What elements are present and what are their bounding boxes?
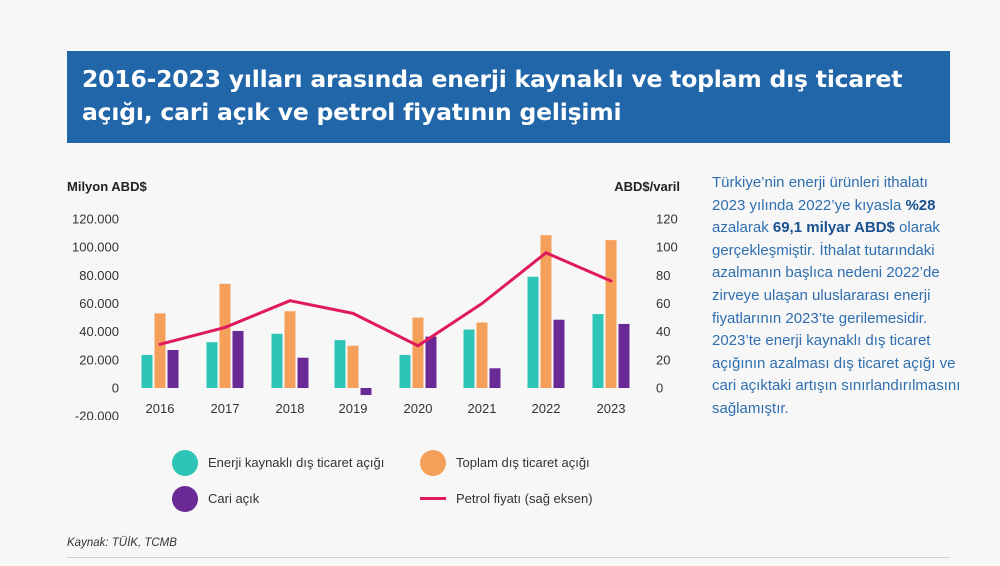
left-tick-label: 0 xyxy=(112,381,119,396)
right-tick-label: 0 xyxy=(656,381,663,396)
bar-current xyxy=(167,349,179,388)
bar-energy xyxy=(399,354,411,388)
left-axis-unit: Milyon ABD$ xyxy=(67,179,147,194)
right-tick-label: 80 xyxy=(656,268,670,283)
left-tick-label: 80.000 xyxy=(79,268,119,283)
bar-current xyxy=(618,323,630,388)
legend-swatch-current xyxy=(172,486,198,512)
legend-label-current: Cari açık xyxy=(208,491,260,506)
legend-label-total: Toplam dış ticaret açığı xyxy=(456,455,590,470)
combo-chart: 120.000 100.000 80.000 60.000 40.000 20.000 0 -… xyxy=(72,212,678,421)
source-note: Kaynak: TÜİK, TCMB xyxy=(67,537,177,549)
bar-current xyxy=(553,319,565,388)
bar-energy xyxy=(463,329,475,388)
x-tick-label: 2019 xyxy=(339,401,368,416)
x-tick-label: 2023 xyxy=(597,401,626,416)
right-tick-label: 100 xyxy=(656,240,678,255)
legend-label-oil: Petrol fiyatı (sağ eksen) xyxy=(456,491,593,506)
legend-swatch-energy xyxy=(172,450,198,476)
page-title: 2016-2023 yılları arasında enerji kaynak… xyxy=(82,65,903,126)
x-tick-label: 2020 xyxy=(404,401,433,416)
x-tick-label: 2022 xyxy=(532,401,561,416)
legend-swatch-total xyxy=(420,450,446,476)
side-highlight-percent: %28 xyxy=(905,196,936,214)
bar-energy xyxy=(271,333,283,388)
legend-label-energy: Enerji kaynaklı dış ticaret açığı xyxy=(208,455,385,470)
side-highlight-amount: 69,1 milyar ABD$ xyxy=(772,219,895,237)
bar-total xyxy=(412,317,424,388)
right-tick-label: 120 xyxy=(656,212,678,227)
bar-total xyxy=(284,311,296,388)
legend-swatch-oil xyxy=(420,497,446,500)
right-tick-label: 60 xyxy=(656,296,670,311)
bar-energy xyxy=(527,276,539,388)
left-tick-label: 20.000 xyxy=(79,352,119,367)
right-tick-label: 20 xyxy=(656,352,670,367)
x-tick-label: 2018 xyxy=(276,401,305,416)
bar-current xyxy=(297,357,309,388)
x-tick-label: 2021 xyxy=(468,401,497,416)
bar-total xyxy=(154,313,166,388)
bottom-divider xyxy=(67,557,950,558)
bar-current xyxy=(489,368,501,388)
x-tick-label: 2016 xyxy=(146,401,175,416)
side-paragraph: Türkiye’nin enerji ürünleri ithalatı 202… xyxy=(712,172,962,421)
bar-energy xyxy=(206,342,218,388)
right-tick-label: 40 xyxy=(656,324,670,339)
bar-energy xyxy=(334,340,346,388)
bar-current xyxy=(360,388,372,396)
bar-total xyxy=(540,235,552,388)
side-text-3: olarak gerçekleşmiştir. İthalat tutarınd… xyxy=(712,219,961,417)
left-tick-label: 120.000 xyxy=(72,212,119,227)
bar-energy xyxy=(592,314,604,388)
side-text-1: Türkiye’nin enerji ürünleri ithalatı 202… xyxy=(712,174,928,214)
x-tick-label: 2017 xyxy=(211,401,240,416)
left-tick-label: 40.000 xyxy=(79,324,119,339)
left-tick-label: 100.000 xyxy=(72,240,119,255)
left-tick-label: -20.000 xyxy=(75,409,119,420)
bar-total xyxy=(476,322,488,388)
bar-current xyxy=(425,336,437,388)
bar-total xyxy=(605,240,617,388)
bar-total xyxy=(347,345,359,388)
bar-total xyxy=(219,283,231,388)
right-axis-unit: ABD$/varil xyxy=(614,179,680,194)
title-banner: 2016-2023 yılları arasında enerji kaynak… xyxy=(67,51,950,143)
bar-current xyxy=(232,330,244,388)
line-oil-price xyxy=(158,251,613,348)
side-text-2: azalarak xyxy=(712,219,773,237)
bar-energy xyxy=(141,354,153,388)
left-tick-label: 60.000 xyxy=(79,296,119,311)
